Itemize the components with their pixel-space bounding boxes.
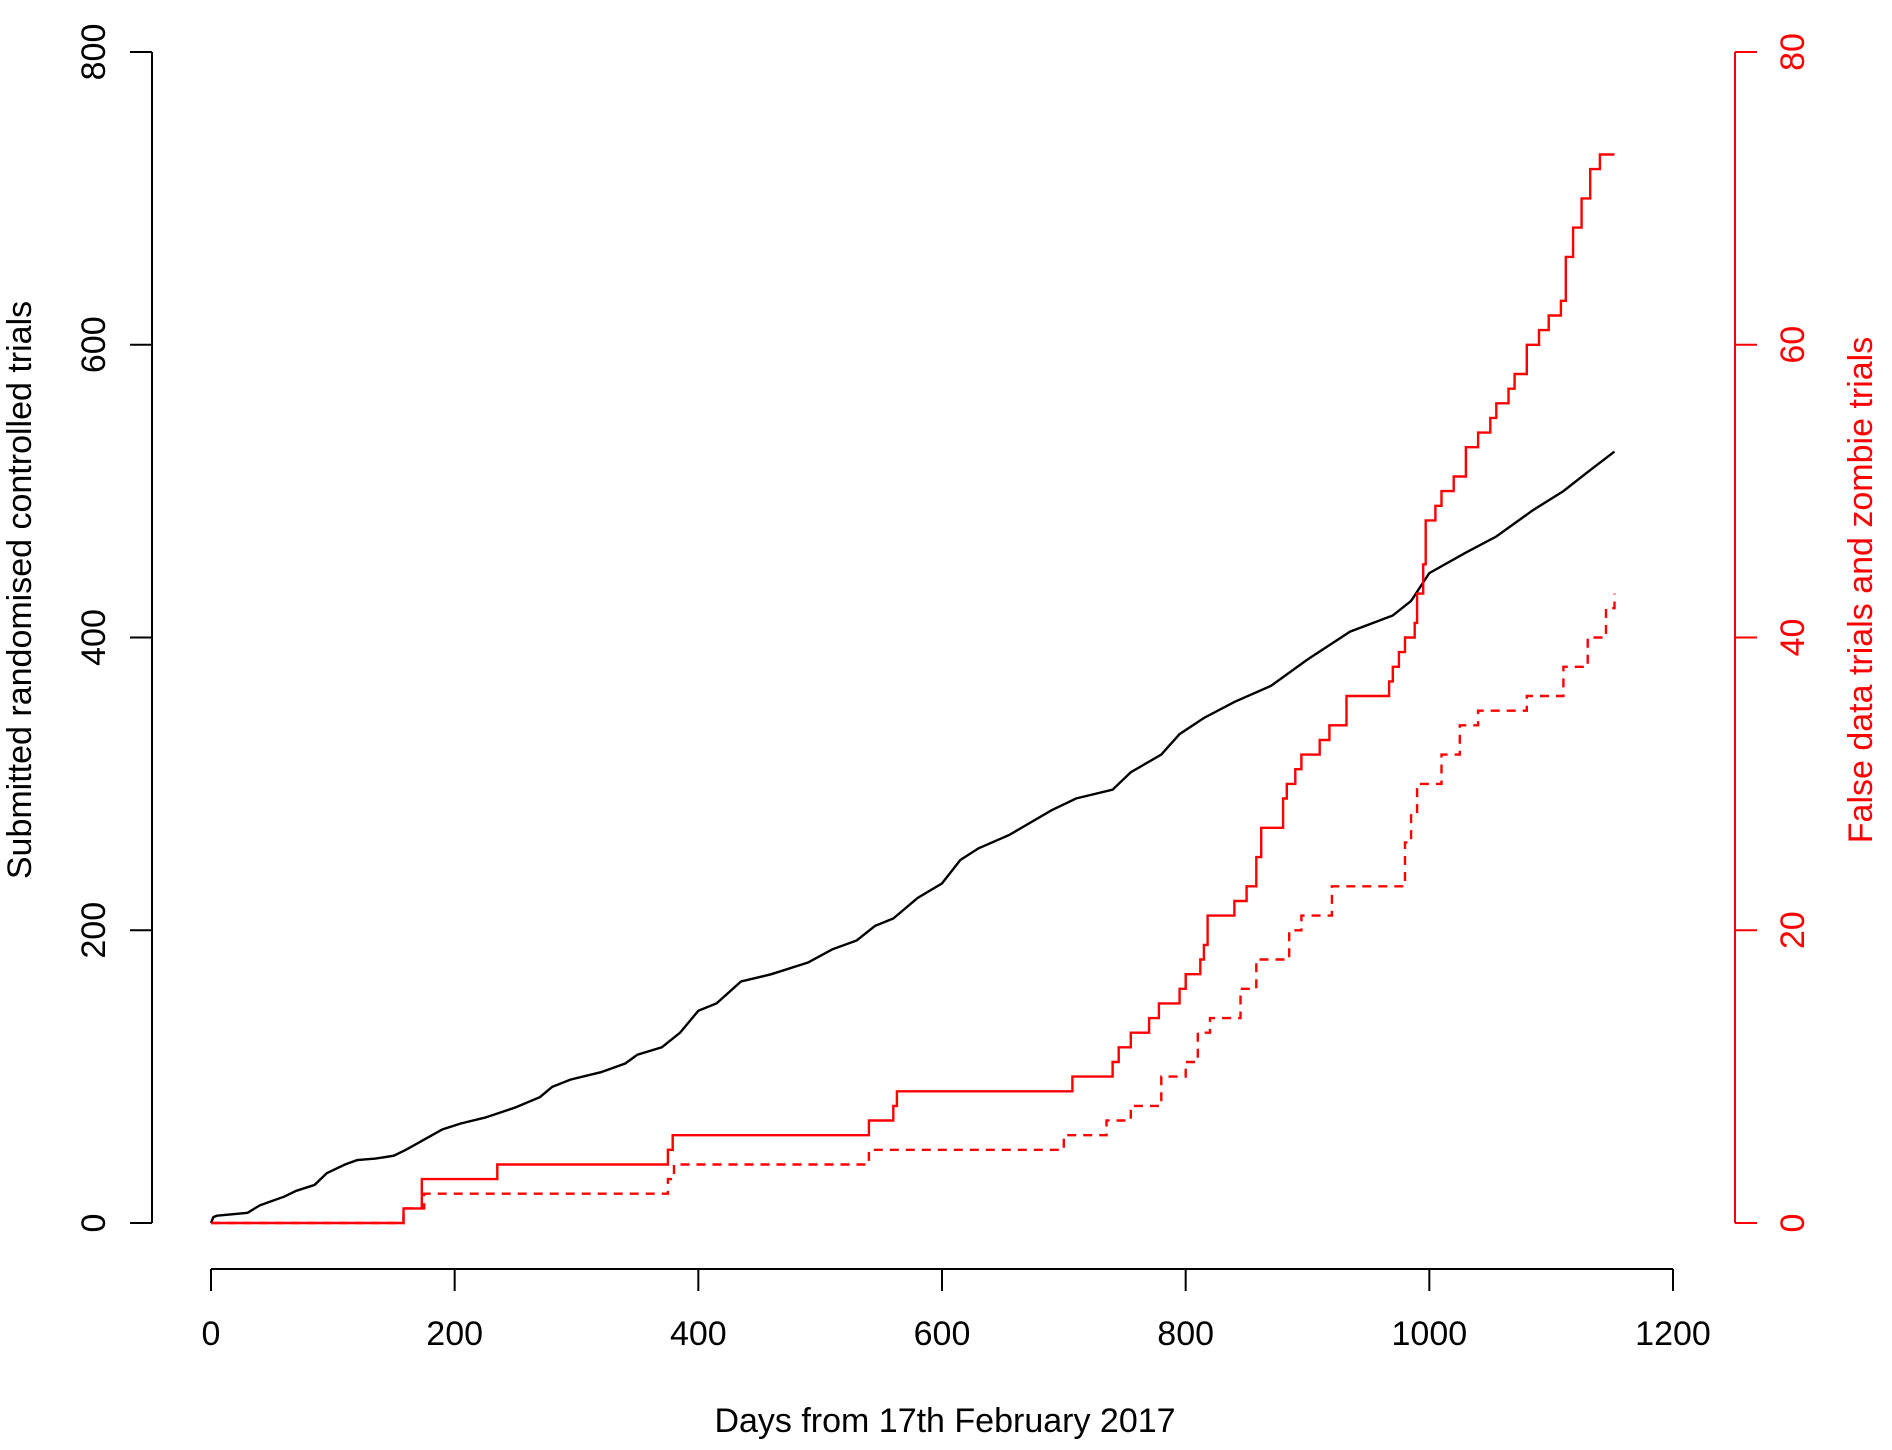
- y-tick-label: 400: [75, 609, 113, 666]
- y-tick-label: 800: [75, 24, 113, 81]
- y2-tick-label: 0: [1774, 1214, 1812, 1233]
- x-axis: 0 200 400 600 800 1000 1200: [202, 1268, 1711, 1353]
- left-y-axis: 0 200 400 600 800: [75, 24, 153, 1233]
- x-axis-label: Days from 17th February 2017: [714, 1402, 1175, 1440]
- y2-tick-label: 20: [1774, 911, 1812, 949]
- y2-tick-label: 80: [1774, 33, 1812, 71]
- plot-area: [209, 153, 1616, 1225]
- y-tick-label: 200: [75, 902, 113, 959]
- x-tick-label: 200: [426, 1315, 483, 1353]
- submitted-trials-line: [209, 450, 1616, 1224]
- y2-axis-label: False data trials and zombie trials: [1842, 337, 1880, 843]
- y-tick-label: 0: [75, 1214, 113, 1233]
- y2-tick-label: 40: [1774, 619, 1812, 657]
- y-tick-label: 600: [75, 316, 113, 373]
- x-tick-label: 600: [914, 1315, 971, 1353]
- x-tick-label: 0: [202, 1315, 221, 1353]
- x-tick-label: 1000: [1392, 1315, 1468, 1353]
- x-tick-label: 400: [670, 1315, 727, 1353]
- y2-tick-label: 60: [1774, 326, 1812, 364]
- solid-red-line: [211, 153, 1615, 1225]
- x-tick-label: 1200: [1635, 1315, 1711, 1353]
- right-y-axis: 0 20 40 60 80: [1734, 33, 1812, 1233]
- x-tick-label: 800: [1157, 1315, 1214, 1353]
- y-axis-label: Submitted randomised controlled trials: [1, 301, 39, 879]
- dashed-red-line: [211, 593, 1616, 1225]
